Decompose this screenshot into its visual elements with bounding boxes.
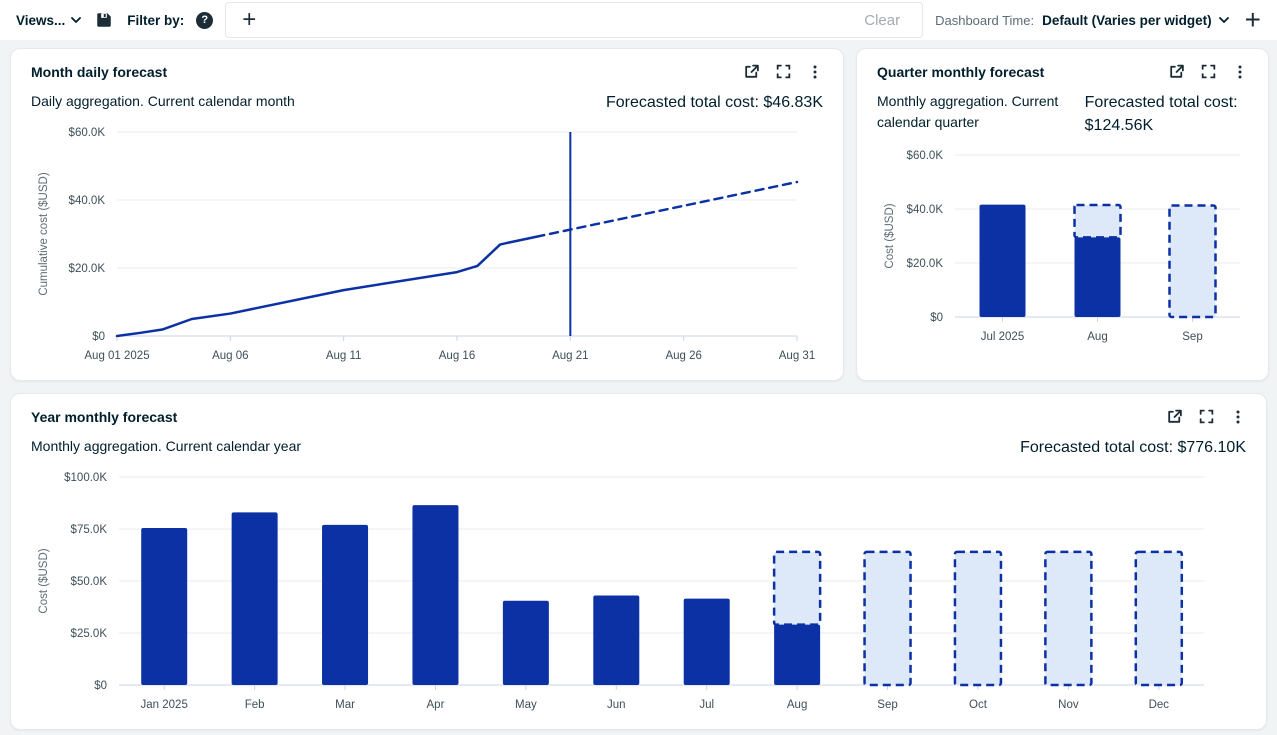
open-in-new-button[interactable] [743, 63, 760, 80]
filter-bar[interactable]: + Clear [225, 2, 924, 38]
widget-subtitle: Monthly aggregation. Current calendar qu… [877, 93, 1059, 130]
add-filter-button[interactable]: + [236, 8, 262, 32]
year-monthly-forecast-chart[interactable]: $0 $25.0K $50.0K $75.0K $100.0K Cost ($USD) Ja… [31, 463, 1246, 721]
svg-text:Aug 11: Aug 11 [326, 350, 362, 362]
fullscreen-button[interactable] [1200, 63, 1217, 80]
svg-text:$0: $0 [930, 312, 943, 324]
svg-text:$75.0K: $75.0K [71, 524, 108, 536]
caret-down-icon [1218, 17, 1229, 23]
forecast-total: Forecasted total cost: $776.10K [1020, 439, 1246, 457]
widget-subtitle: Daily aggregation. Current calendar mont… [31, 93, 295, 109]
views-dropdown-label: Views... [16, 12, 66, 28]
svg-text:$0: $0 [94, 680, 107, 692]
svg-text:Jul: Jul [699, 699, 714, 711]
svg-text:Feb: Feb [245, 699, 265, 711]
dashboard-time-select[interactable]: Default (Varies per widget) [1042, 13, 1229, 28]
widget-title: Quarter monthly forecast [877, 63, 1045, 80]
save-icon [97, 13, 112, 27]
svg-text:Jun: Jun [607, 699, 626, 711]
svg-text:$100.0K: $100.0K [64, 472, 107, 484]
svg-text:$40.0K: $40.0K [907, 204, 944, 216]
toolbar: Views... Filter by: ? + Clear Dashboard … [0, 0, 1277, 40]
svg-text:Nov: Nov [1058, 699, 1079, 711]
svg-text:Mar: Mar [335, 699, 355, 711]
svg-text:Aug 01 2025: Aug 01 2025 [84, 350, 149, 362]
kebab-menu-icon [1236, 410, 1240, 424]
svg-text:$60.0K: $60.0K [907, 150, 944, 162]
svg-text:$20.0K: $20.0K [69, 263, 106, 275]
filter-by-label: Filter by: [127, 12, 185, 28]
widget-card-month-daily-forecast: Month daily forecast Daily aggregation. … [10, 48, 844, 382]
svg-text:Jan 2025: Jan 2025 [141, 699, 188, 711]
svg-text:Aug 31: Aug 31 [779, 350, 815, 362]
svg-text:Cumulative cost ($USD): Cumulative cost ($USD) [38, 172, 50, 296]
dashboard-time-controls: Dashboard Time: Default (Varies per widg… [935, 6, 1263, 34]
forecast-total: Forecasted total cost: $46.83K [605, 94, 823, 111]
save-view-button[interactable] [93, 9, 115, 31]
svg-text:Cost ($USD): Cost ($USD) [884, 204, 896, 269]
fullscreen-button[interactable] [1198, 408, 1215, 425]
open-in-new-icon [745, 64, 759, 78]
dashboard: Month daily forecast Daily aggregation. … [0, 40, 1277, 731]
clear-filters-button[interactable]: Clear [850, 12, 914, 29]
fullscreen-icon [776, 64, 791, 79]
svg-text:Aug 26: Aug 26 [665, 350, 701, 362]
svg-text:$50.0K: $50.0K [71, 576, 108, 588]
svg-text:Jul 2025: Jul 2025 [981, 331, 1024, 343]
svg-text:$20.0K: $20.0K [907, 258, 944, 270]
fullscreen-icon [1199, 409, 1214, 424]
widget-title: Month daily forecast [31, 63, 168, 80]
help-icon[interactable]: ? [196, 11, 214, 29]
open-in-new-button[interactable] [1168, 63, 1185, 80]
fullscreen-icon [1201, 64, 1216, 79]
widget-card-quarter-monthly-forecast: Quarter monthly forecast Monthly aggrega… [856, 48, 1269, 382]
add-widget-button[interactable]: + [1237, 6, 1263, 34]
open-in-new-icon [1168, 409, 1182, 423]
svg-text:Aug 06: Aug 06 [212, 350, 248, 362]
svg-text:$60.0K: $60.0K [69, 127, 106, 139]
open-in-new-button[interactable] [1166, 408, 1183, 425]
dashboard-time-label: Dashboard Time: [935, 12, 1035, 28]
month-daily-forecast-chart[interactable]: $0 $20.0K $40.0K $60.0K Cumulative cost ($US… [31, 118, 823, 372]
widget-menu-button[interactable] [807, 64, 823, 80]
widget-title: Year monthly forecast [31, 408, 178, 425]
svg-text:Aug: Aug [1087, 331, 1107, 343]
forecast-total: Forecasted total cost: $124.56K [1084, 94, 1238, 135]
kebab-menu-icon [1238, 65, 1242, 78]
widget-menu-button[interactable] [1232, 64, 1248, 80]
quarter-monthly-forecast-chart[interactable]: $0 $20.0K $40.0K $60.0K Cost ($USD) Jul 2025 A… [877, 141, 1250, 353]
svg-text:Aug 16: Aug 16 [439, 350, 475, 362]
svg-text:May: May [515, 699, 537, 711]
widget-subtitle: Monthly aggregation. Current calendar ye… [31, 438, 302, 455]
svg-text:Oct: Oct [969, 699, 988, 711]
widget-menu-button[interactable] [1230, 409, 1246, 425]
caret-down-icon [71, 17, 82, 23]
svg-text:$25.0K: $25.0K [71, 628, 108, 640]
svg-text:$0: $0 [92, 331, 105, 343]
svg-text:Cost ($USD): Cost ($USD) [38, 549, 50, 614]
views-dropdown[interactable]: Views... [16, 12, 82, 28]
kebab-menu-icon [813, 65, 817, 78]
svg-text:Dec: Dec [1149, 699, 1170, 711]
svg-text:Sep: Sep [1182, 331, 1202, 343]
open-in-new-icon [1170, 64, 1184, 78]
fullscreen-button[interactable] [775, 63, 792, 80]
svg-text:$40.0K: $40.0K [69, 195, 106, 207]
svg-text:Aug: Aug [787, 699, 807, 711]
svg-text:Sep: Sep [877, 699, 897, 711]
dashboard-time-value: Default (Varies per widget) [1042, 12, 1212, 28]
svg-text:Aug 21: Aug 21 [552, 350, 588, 362]
svg-text:Apr: Apr [427, 699, 445, 711]
widget-card-year-monthly-forecast: Year monthly forecast Monthly aggregatio… [10, 393, 1267, 731]
